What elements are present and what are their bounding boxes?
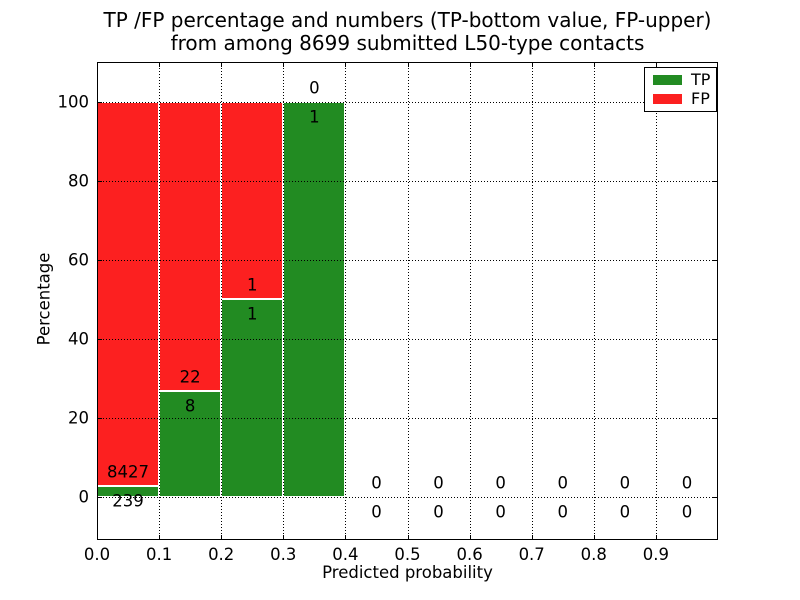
fp-count-label-bin-5: 0 xyxy=(433,473,444,493)
chart-title: TP /FP percentage and numbers (TP-bottom… xyxy=(97,9,718,55)
tp-count-label-bin-5: 0 xyxy=(433,502,444,522)
tp-count-label-bin-0: 239 xyxy=(112,491,144,511)
x-tick-label-0.9: 0.9 xyxy=(642,545,670,564)
y-tick-mark-right xyxy=(713,259,717,261)
fp-count-label-bin-3: 0 xyxy=(309,78,320,97)
y-tick-mark-right xyxy=(713,417,717,419)
tp-count-label-bin-4: 0 xyxy=(371,502,382,522)
bar-segment-tp-bin-1 xyxy=(159,391,222,497)
fp-count-label-bin-8: 0 xyxy=(619,473,631,493)
plot-area: TP FP 8427 239 22 8 1 1 0 1 0 0 0 0 0 0 0 0 0 0 0 0 xyxy=(97,62,718,540)
y-tick-mark-left xyxy=(98,259,102,261)
gridline-x-0.2 xyxy=(221,62,223,540)
y-tick-label-40: 40 xyxy=(68,329,89,349)
x-tick-mark-bottom xyxy=(531,535,533,539)
y-tick-mark-left xyxy=(98,101,102,103)
x-tick-label-0.4: 0.4 xyxy=(332,545,359,564)
gridline-x-0.9 xyxy=(655,62,657,540)
chart-title-line1: TP /FP percentage and numbers (TP-bottom… xyxy=(103,8,712,32)
legend-label-fp: FP xyxy=(691,89,710,108)
x-tick-mark-bottom xyxy=(283,535,285,539)
fp-count-label-bin-7: 0 xyxy=(557,473,569,493)
y-tick-mark-right xyxy=(713,496,717,498)
y-tick-mark-right xyxy=(713,180,717,182)
y-tick-mark-left xyxy=(98,417,102,419)
x-tick-mark-bottom xyxy=(655,535,657,539)
y-tick-mark-right xyxy=(713,338,717,340)
y-tick-label-100: 100 xyxy=(57,92,90,111)
bar-segment-tp-bin-2 xyxy=(221,299,284,497)
fp-count-label-bin-6: 0 xyxy=(495,473,506,493)
tp-count-label-bin-9: 0 xyxy=(681,502,693,522)
legend-swatch-fp-icon xyxy=(653,94,682,104)
gridline-x-0.8 xyxy=(593,62,595,540)
x-tick-mark-bottom xyxy=(593,535,595,539)
x-tick-label-0.3: 0.3 xyxy=(270,545,297,564)
gridline-x-0.3 xyxy=(283,62,285,540)
tp-count-label-bin-7: 0 xyxy=(557,502,569,522)
x-tick-mark-top xyxy=(469,63,471,67)
fp-count-label-bin-4: 0 xyxy=(371,473,382,493)
x-tick-label-0.0: 0.0 xyxy=(83,545,111,564)
fp-count-label-bin-0: 8427 xyxy=(107,462,150,482)
bar-segment-fp-bin-2 xyxy=(221,101,284,300)
tp-count-label-bin-8: 0 xyxy=(619,502,631,522)
x-tick-mark-bottom xyxy=(159,535,161,539)
x-tick-mark-bottom xyxy=(97,535,98,539)
x-tick-mark-top xyxy=(159,63,161,67)
gridline-x-0.7 xyxy=(531,62,533,540)
x-tick-label-0.1: 0.1 xyxy=(145,545,173,564)
legend-item-tp: TP xyxy=(645,72,716,88)
x-tick-label-0.6: 0.6 xyxy=(456,545,483,564)
x-tick-label-0.2: 0.2 xyxy=(208,545,235,564)
x-tick-mark-top xyxy=(531,63,533,67)
legend-label-tp: TP xyxy=(691,70,711,89)
y-tick-label-60: 60 xyxy=(68,250,89,270)
x-tick-label-0.7: 0.7 xyxy=(518,545,545,564)
legend-item-fp: FP xyxy=(645,91,716,107)
chart-title-line2: from among 8699 submitted L50-type conta… xyxy=(170,31,645,55)
x-tick-mark-top xyxy=(655,63,657,67)
fp-count-label-bin-1: 22 xyxy=(179,367,201,387)
bar-segment-tp-bin-3 xyxy=(283,101,346,497)
y-tick-mark-left xyxy=(98,496,102,498)
gridline-x-0.6 xyxy=(469,62,471,540)
x-tick-mark-top xyxy=(407,63,409,67)
x-tick-mark-top xyxy=(283,63,285,67)
y-tick-label-20: 20 xyxy=(68,408,89,428)
fp-count-label-bin-2: 1 xyxy=(247,275,258,295)
x-tick-mark-top xyxy=(221,63,223,67)
tp-count-label-bin-2: 1 xyxy=(247,304,258,324)
x-tick-label-0.5: 0.5 xyxy=(394,545,421,564)
fp-count-label-bin-9: 0 xyxy=(681,473,693,493)
y-tick-mark-left xyxy=(98,338,102,340)
tp-count-label-bin-6: 0 xyxy=(495,502,506,522)
y-tick-label-80: 80 xyxy=(68,171,89,190)
legend: TP FP xyxy=(644,67,717,112)
x-tick-mark-top xyxy=(97,63,98,67)
x-axis-label: Predicted probability xyxy=(322,563,493,582)
x-tick-mark-bottom xyxy=(407,535,409,539)
legend-swatch-tp-icon xyxy=(653,75,682,85)
gridline-x-0.4 xyxy=(345,62,347,540)
x-tick-mark-bottom xyxy=(345,535,347,539)
bar-segment-fp-bin-0 xyxy=(97,101,160,486)
x-tick-mark-bottom xyxy=(221,535,223,539)
x-tick-mark-bottom xyxy=(469,535,471,539)
tp-count-label-bin-1: 8 xyxy=(184,396,196,416)
y-tick-mark-left xyxy=(98,180,102,182)
tp-count-label-bin-3: 1 xyxy=(309,107,320,126)
x-tick-label-0.8: 0.8 xyxy=(580,545,607,564)
bar-segment-fp-bin-1 xyxy=(159,101,222,392)
gridline-x-0.1 xyxy=(159,62,161,540)
x-tick-mark-top xyxy=(345,63,347,67)
x-tick-mark-top xyxy=(593,63,595,67)
y-tick-label-0: 0 xyxy=(78,487,90,507)
gridline-x-0.5 xyxy=(407,62,409,540)
